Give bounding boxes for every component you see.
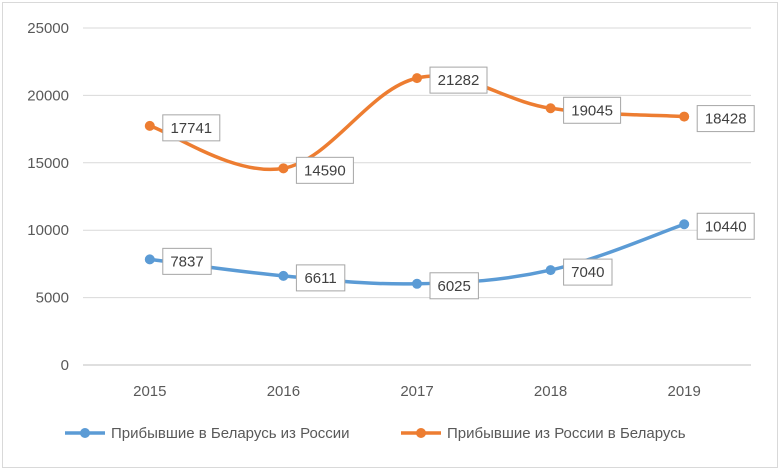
data-label: 14590 — [295, 156, 354, 184]
data-label: 6025 — [429, 272, 479, 300]
data-label-box — [696, 105, 755, 133]
data-label-box — [295, 156, 354, 184]
data-label-text: 21282 — [438, 72, 480, 89]
y-tick-label: 20000 — [27, 87, 69, 104]
data-label: 17741 — [162, 114, 221, 142]
legend-label: Прибывшие из России в Беларусь — [447, 425, 686, 442]
data-label: 10440 — [696, 212, 755, 240]
y-tick-label: 5000 — [36, 290, 69, 307]
legend-marker — [80, 428, 90, 438]
data-point — [679, 111, 690, 122]
y-tick-label: 15000 — [27, 155, 69, 172]
chart-frame: 0 5000 10000 15000 20000 25000 2015 2016 2017 20… — [2, 2, 778, 468]
data-label-text: 19045 — [571, 102, 613, 119]
x-tick-label: 2017 — [400, 383, 433, 400]
data-label: 18428 — [696, 105, 755, 133]
data-point — [412, 73, 422, 84]
data-label-box — [429, 66, 488, 94]
data-label-text: 6611 — [304, 270, 336, 287]
x-tick-label: 2019 — [668, 383, 701, 400]
data-label-text: 7837 — [170, 253, 203, 270]
legend-marker — [416, 428, 426, 438]
data-label-text: 18428 — [705, 111, 747, 128]
data-label-box — [162, 247, 212, 275]
y-tick-label: 25000 — [27, 20, 69, 37]
x-tick-label: 2016 — [267, 383, 300, 400]
data-label-box — [429, 272, 479, 300]
x-tick-label: 2015 — [133, 383, 166, 400]
data-label-box — [696, 212, 755, 240]
data-label: 7837 — [162, 247, 212, 275]
data-label-box — [563, 258, 613, 286]
data-label-text: 7040 — [571, 264, 604, 281]
data-point — [679, 219, 690, 230]
data-label-box — [563, 96, 622, 124]
data-label-text: 6025 — [438, 278, 471, 295]
data-label: 19045 — [563, 96, 622, 124]
legend: Прибывшие в Беларусь из России Прибывшие … — [65, 425, 686, 442]
legend-item: Прибывшие из России в Беларусь — [401, 425, 686, 442]
data-point — [545, 265, 556, 276]
gridlines — [83, 27, 751, 366]
legend-item: Прибывшие в Беларусь из России — [65, 425, 350, 442]
data-point — [278, 163, 289, 174]
data-label-text: 14590 — [304, 162, 346, 179]
data-point — [144, 254, 155, 265]
data-point — [545, 103, 556, 114]
data-label: 6611 — [295, 264, 346, 292]
data-point — [144, 120, 155, 131]
legend-label: Прибывшие в Беларусь из России — [111, 425, 350, 442]
data-label: 7040 — [563, 258, 613, 286]
x-axis: 2015 2016 2017 2018 2019 — [133, 383, 701, 400]
data-point — [278, 270, 289, 281]
data-label-box — [295, 264, 346, 292]
data-label-box — [162, 114, 221, 142]
y-axis: 0 5000 10000 15000 20000 25000 — [27, 20, 69, 374]
data-label: 21282 — [429, 66, 488, 94]
x-tick-label: 2018 — [534, 383, 567, 400]
data-label-text: 17741 — [170, 120, 212, 137]
y-tick-label: 0 — [61, 357, 69, 374]
data-labels: 7837 6611 6025 7040 10440 17741 14590 21282 1904… — [162, 66, 755, 300]
data-label-text: 10440 — [705, 218, 747, 235]
y-tick-label: 10000 — [27, 222, 69, 239]
data-point — [412, 278, 422, 289]
